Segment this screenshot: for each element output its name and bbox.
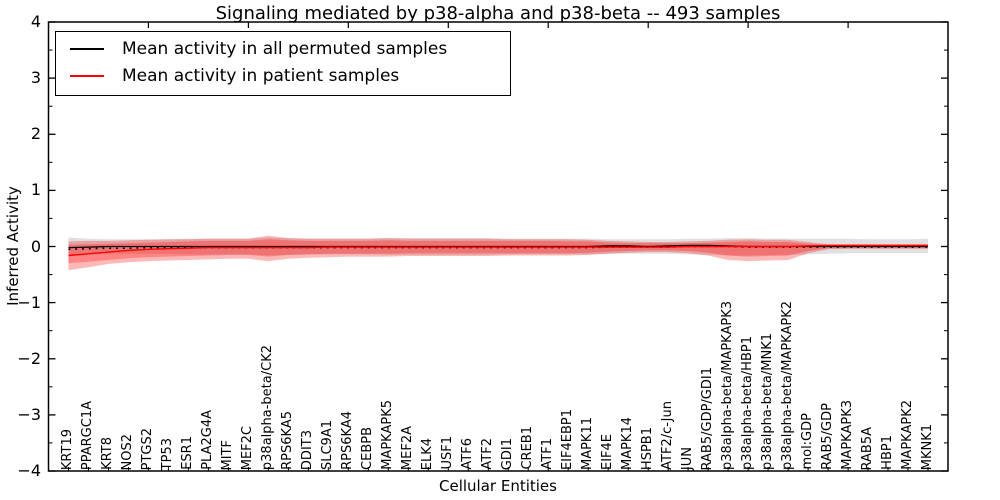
y-tick-label: 2 (30, 124, 41, 144)
x-tick-label: EIF4EBP1 (560, 408, 576, 470)
x-tick-label: p38alpha-beta/HBP1 (740, 335, 756, 470)
x-tick-label: MEF2A (400, 425, 416, 470)
x-tick-label: KRT8 (100, 437, 116, 470)
x-tick-label: HBP1 (880, 435, 896, 470)
x-tick-label: RPS6KA5 (280, 411, 296, 470)
x-tick-label: MAPKAPK2 (900, 400, 916, 470)
x-tick-label: PLA2G4A (200, 410, 216, 470)
x-tick-label: RAB5A (860, 426, 876, 470)
legend-label: Mean activity in all permuted samples (122, 39, 448, 59)
x-tick-label: HSPB1 (640, 426, 656, 470)
legend-label: Mean activity in patient samples (122, 66, 400, 86)
x-tick-label: GDI1 (500, 437, 516, 470)
x-tick-label: p38alpha-beta/MNK1 (760, 333, 776, 470)
x-tick-label: p38alpha-beta/MAPKAPK2 (780, 301, 796, 470)
legend-entry-permuted: Mean activity in all permuted samples (70, 39, 500, 59)
x-tick-label: mol:GDP (800, 413, 816, 470)
x-axis-label: Cellular Entities (439, 477, 557, 495)
legend: Mean activity in all permuted samples Me… (55, 31, 511, 96)
x-tick-label: RAB5/GDP (820, 403, 836, 470)
y-tick-label: 4 (30, 12, 41, 31)
x-tick-label: p38alpha-beta/MAPKAPK3 (720, 301, 736, 470)
legend-entry-patient: Mean activity in patient samples (70, 66, 500, 86)
x-tick-label: USF1 (440, 436, 456, 470)
x-tick-label: ATF6 (460, 438, 476, 470)
x-tick-label: MAPK14 (620, 416, 636, 470)
y-tick-label: −1 (17, 292, 41, 312)
y-tick-label: −2 (17, 348, 41, 368)
legend-line-swatch-red (70, 75, 104, 77)
chart-title: Signaling mediated by p38-alpha and p38-… (215, 3, 781, 24)
x-tick-label: MEF2C (240, 425, 256, 470)
y-tick-label: −3 (17, 404, 41, 424)
x-tick-label: RPS6KA4 (340, 411, 356, 470)
x-tick-label: PTGS2 (140, 427, 156, 470)
x-tick-label: CREB1 (520, 426, 536, 470)
y-tick-label: 0 (30, 236, 41, 256)
y-tick-label: −4 (17, 461, 41, 480)
x-tick-label: SLC9A1 (320, 419, 336, 470)
x-tick-label: CEBPB (360, 427, 376, 470)
x-tick-label: ATF2 (480, 438, 496, 470)
legend-line-swatch-black (70, 48, 104, 50)
series-line-patient-mean (68, 244, 928, 257)
x-tick-label: ATF2/c-Jun (660, 401, 676, 470)
band-patient-spread-outer (68, 235, 928, 271)
y-tick-label: 1 (30, 180, 41, 200)
x-tick-label: ATF1 (540, 438, 556, 470)
x-tick-label: p38alpha-beta/CK2 (260, 344, 276, 470)
x-tick-label: MAPK11 (580, 416, 596, 470)
x-tick-label: MAPKAPK3 (840, 400, 856, 470)
x-tick-label: MAPKAPK5 (380, 400, 396, 470)
x-tick-label: RAB5/GDP/GDI1 (700, 366, 716, 470)
x-tick-label: JUN (680, 446, 696, 470)
x-tick-label: DDIT3 (300, 429, 316, 470)
x-tick-label: PPARGC1A (80, 400, 96, 470)
x-tick-label: NOS2 (120, 433, 136, 470)
x-tick-label: MKNK1 (920, 423, 935, 470)
x-tick-label: EIF4E (600, 433, 616, 470)
x-tick-label: ESR1 (180, 436, 196, 470)
x-tick-label: ELK4 (420, 437, 436, 470)
x-tick-label: TP53 (160, 437, 176, 470)
y-tick-label: 3 (30, 68, 41, 88)
x-tick-label: MITF (220, 439, 236, 470)
x-tick-label: KRT19 (60, 428, 76, 470)
